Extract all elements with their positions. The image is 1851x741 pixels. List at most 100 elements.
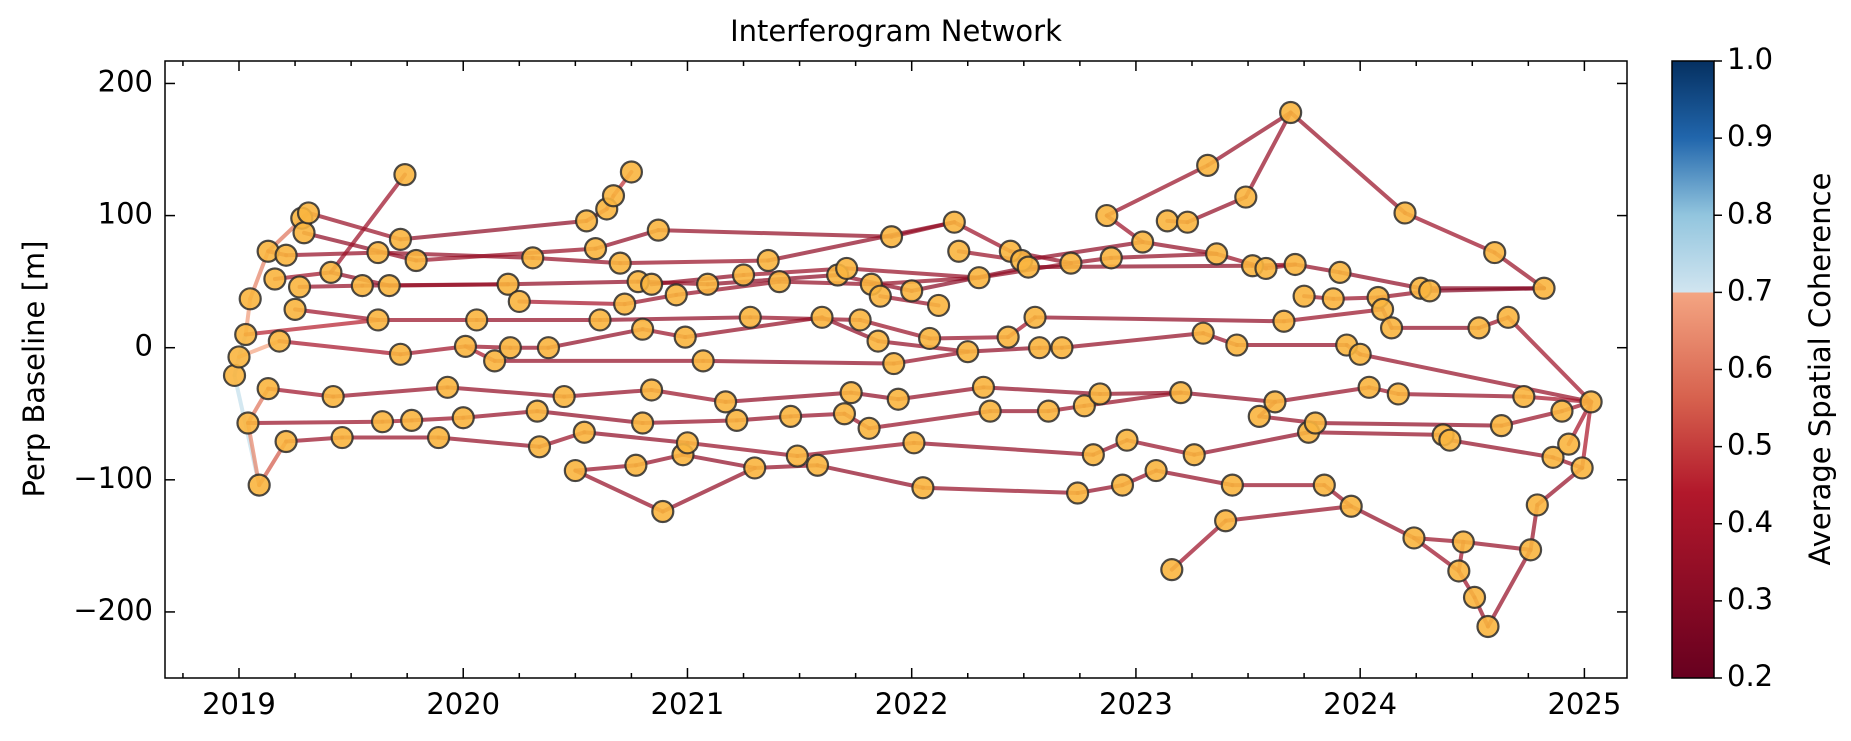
acquisition-node bbox=[521, 246, 545, 270]
interferogram-edge bbox=[1109, 251, 1219, 260]
acquisition-node bbox=[1214, 509, 1238, 533]
interferogram-edge bbox=[1098, 390, 1183, 396]
acquisition-node bbox=[453, 334, 478, 358]
acquisition-node bbox=[321, 384, 345, 409]
acquisition-node bbox=[1557, 432, 1581, 456]
acquisition-node bbox=[1328, 260, 1352, 284]
acquisition-node bbox=[1182, 443, 1206, 467]
acquisition-node bbox=[743, 456, 767, 480]
acquisition-node bbox=[1579, 390, 1603, 414]
y-tick-label: 100 bbox=[98, 197, 153, 231]
colorbar-tick-label: 0.8 bbox=[1727, 196, 1773, 230]
colorbar-tick-label: 1.0 bbox=[1727, 42, 1773, 76]
acquisition-node bbox=[868, 284, 892, 308]
acquisition-node bbox=[527, 435, 552, 459]
acquisition-node bbox=[1027, 336, 1052, 360]
y-tick-label: 200 bbox=[98, 64, 153, 98]
acquisition-node bbox=[1263, 390, 1287, 414]
acquisition-node bbox=[696, 272, 720, 296]
interferogram-edge bbox=[1154, 468, 1235, 488]
acquisition-node bbox=[1036, 399, 1061, 423]
chart-title: Interferogram Network bbox=[730, 14, 1062, 48]
acquisition-node bbox=[1550, 399, 1574, 423]
acquisition-node bbox=[1272, 309, 1296, 333]
acquisition-node bbox=[227, 345, 251, 369]
acquisition-node bbox=[664, 283, 688, 307]
interferogram-edge bbox=[649, 387, 728, 404]
acquisition-node bbox=[536, 336, 561, 360]
interferogram-edge bbox=[530, 255, 623, 266]
acquisition-node bbox=[234, 322, 258, 347]
acquisition-node bbox=[247, 473, 271, 497]
acquisition-node bbox=[1386, 382, 1410, 406]
acquisition-node bbox=[691, 349, 715, 373]
acquisition-node bbox=[1518, 538, 1543, 562]
acquisition-node bbox=[608, 251, 632, 275]
acquisition-node bbox=[882, 351, 906, 376]
acquisition-node bbox=[1220, 473, 1244, 497]
acquisition-node bbox=[1321, 287, 1345, 311]
interferogram-edge bbox=[1313, 421, 1504, 428]
acquisition-node bbox=[738, 305, 762, 329]
acquisition-node bbox=[296, 201, 321, 225]
acquisition-node bbox=[646, 218, 670, 242]
acquisition-node bbox=[1348, 342, 1372, 366]
acquisition-node bbox=[256, 377, 280, 401]
acquisition-node bbox=[238, 287, 262, 311]
acquisition-node bbox=[918, 326, 942, 351]
interferogram-edge bbox=[869, 275, 981, 287]
edges bbox=[232, 110, 1594, 629]
colorbar-tick-label: 0.5 bbox=[1727, 428, 1773, 462]
acquisition-node bbox=[1234, 185, 1258, 209]
interferogram-edge bbox=[293, 307, 381, 322]
acquisition-node bbox=[848, 308, 872, 332]
interferogram-edge bbox=[598, 315, 753, 322]
acquisition-node bbox=[263, 267, 287, 291]
interferogram-edge bbox=[376, 250, 535, 260]
interferogram-edge bbox=[1223, 504, 1354, 523]
acquisition-node bbox=[572, 420, 596, 444]
acquisition-node bbox=[1357, 375, 1381, 399]
acquisition-node bbox=[507, 289, 531, 314]
interferogram-edge bbox=[562, 387, 654, 399]
acquisition-node bbox=[435, 375, 460, 399]
acquisition-node bbox=[451, 406, 475, 430]
acquisition-node bbox=[274, 429, 298, 454]
acquisition-node bbox=[713, 390, 738, 414]
interferogram-edge bbox=[461, 409, 540, 420]
acquisition-node bbox=[366, 308, 390, 332]
nodes bbox=[222, 100, 1603, 639]
acquisition-node bbox=[496, 272, 520, 296]
acquisition-node bbox=[1476, 614, 1500, 639]
interferogram-edge bbox=[284, 250, 381, 258]
x-tick-label: 2023 bbox=[1099, 687, 1173, 721]
acquisition-node bbox=[1402, 526, 1426, 550]
colorbar-label: Average Spatial Coherence bbox=[1803, 173, 1837, 566]
acquisition-node bbox=[370, 410, 395, 434]
acquisition-node bbox=[465, 308, 489, 332]
acquisition-node bbox=[377, 274, 401, 298]
acquisition-node bbox=[835, 256, 859, 281]
acquisition-node bbox=[1196, 153, 1220, 177]
acquisition-node bbox=[1205, 242, 1229, 266]
acquisition-node bbox=[839, 381, 863, 405]
acquisition-node bbox=[1418, 279, 1442, 303]
interferogram-edge bbox=[1506, 315, 1594, 404]
acquisition-node bbox=[287, 275, 312, 299]
acquisition-node bbox=[1088, 382, 1112, 406]
acquisition-node bbox=[588, 308, 612, 332]
interferogram-edge bbox=[656, 228, 894, 239]
acquisition-node bbox=[1467, 316, 1491, 340]
interferogram-edge bbox=[243, 317, 381, 337]
y-tick-label: −100 bbox=[73, 461, 153, 495]
colorbar-tick-label: 0.2 bbox=[1727, 659, 1773, 693]
acquisition-node bbox=[525, 399, 549, 423]
acquisition-node bbox=[1312, 473, 1336, 497]
interferogram-edge bbox=[1306, 430, 1446, 437]
acquisition-node bbox=[756, 248, 780, 273]
interferogram-edge bbox=[674, 279, 782, 297]
interferogram-edge bbox=[748, 315, 863, 322]
interferogram-edge bbox=[927, 335, 1011, 341]
acquisition-node bbox=[1131, 230, 1155, 254]
